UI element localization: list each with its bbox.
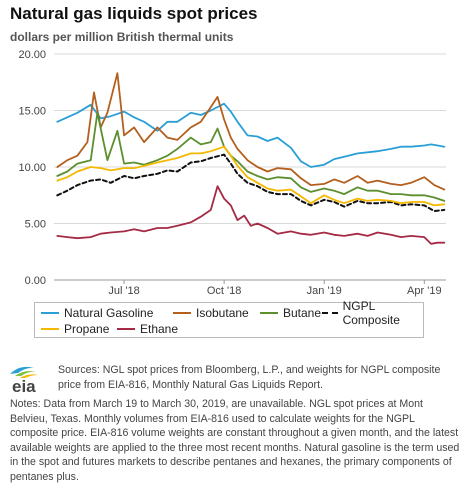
series-line-ngpl-composite <box>56 153 446 213</box>
series-line-butane <box>56 111 446 202</box>
gridlines <box>54 53 446 281</box>
legend-label-ngpl-composite: NGPL Composite <box>342 299 400 327</box>
legend-item-natural-gasoline: Natural Gasoline <box>41 305 153 321</box>
legend-item-propane: Propane <box>41 321 109 337</box>
legend-label-natural-gasoline: Natural Gasoline <box>64 306 154 320</box>
legend-swatch-natural-gasoline <box>41 312 59 314</box>
eia-logo-text: eia <box>12 377 36 396</box>
x-tick-label: Jan '19 <box>307 285 342 297</box>
series-line-ethane <box>56 185 446 245</box>
legend-item-ethane: Ethane <box>117 321 178 337</box>
axes: 0.00 5.00 10.00 15.00 20.00 Jul '18 Oct '18 Jan… <box>18 49 441 297</box>
y-tick-label: 20.00 <box>18 49 46 61</box>
legend-label-ethane: Ethane <box>140 322 179 336</box>
series-line-natural-gasoline <box>56 102 446 168</box>
series-lines <box>56 72 446 245</box>
legend-swatch-ethane <box>117 328 135 330</box>
y-tick-label: 10.00 <box>18 162 46 174</box>
eia-logo-mark <box>10 366 38 378</box>
y-tick-label: 0.00 <box>25 275 46 287</box>
legend-swatch-isobutane <box>173 312 191 314</box>
legend-label-propane: Propane <box>64 322 110 336</box>
series-line-propane <box>56 145 446 207</box>
x-tick-label: Oct '18 <box>207 285 242 297</box>
y-tick-label: 5.00 <box>25 219 46 231</box>
x-tick-label: Jul '18 <box>108 285 139 297</box>
series-line-isobutane <box>56 72 446 191</box>
sources-note: Sources: NGL spot prices from Bloomberg,… <box>58 364 441 391</box>
x-tick-label: Apr '19 <box>407 285 442 297</box>
legend-swatch-butane <box>260 312 278 314</box>
chart-title: Natural gas liquids spot prices <box>10 4 258 23</box>
legend-item-butane: Butane <box>260 305 321 321</box>
line-chart: 0.00 5.00 10.00 15.00 20.00 Jul '18 Oct '18 Jan… <box>18 49 446 297</box>
notes-text: Notes: Data from March 19 to March 30, 2… <box>10 398 460 483</box>
legend-item-ngpl-composite: NGPL Composite <box>322 299 423 327</box>
chart-legend: Natural Gasoline Isobutane Butane NGPL C… <box>34 299 424 338</box>
legend-item-isobutane: Isobutane <box>173 305 249 321</box>
legend-label-butane: Butane <box>283 306 322 320</box>
legend-label-isobutane: Isobutane <box>196 306 249 320</box>
y-tick-label: 15.00 <box>18 106 46 118</box>
chart-subtitle: dollars per million British thermal unit… <box>10 30 234 44</box>
eia-logo: eia <box>6 364 52 396</box>
legend-swatch-ngpl-composite <box>322 312 338 314</box>
legend-swatch-propane <box>41 328 59 330</box>
